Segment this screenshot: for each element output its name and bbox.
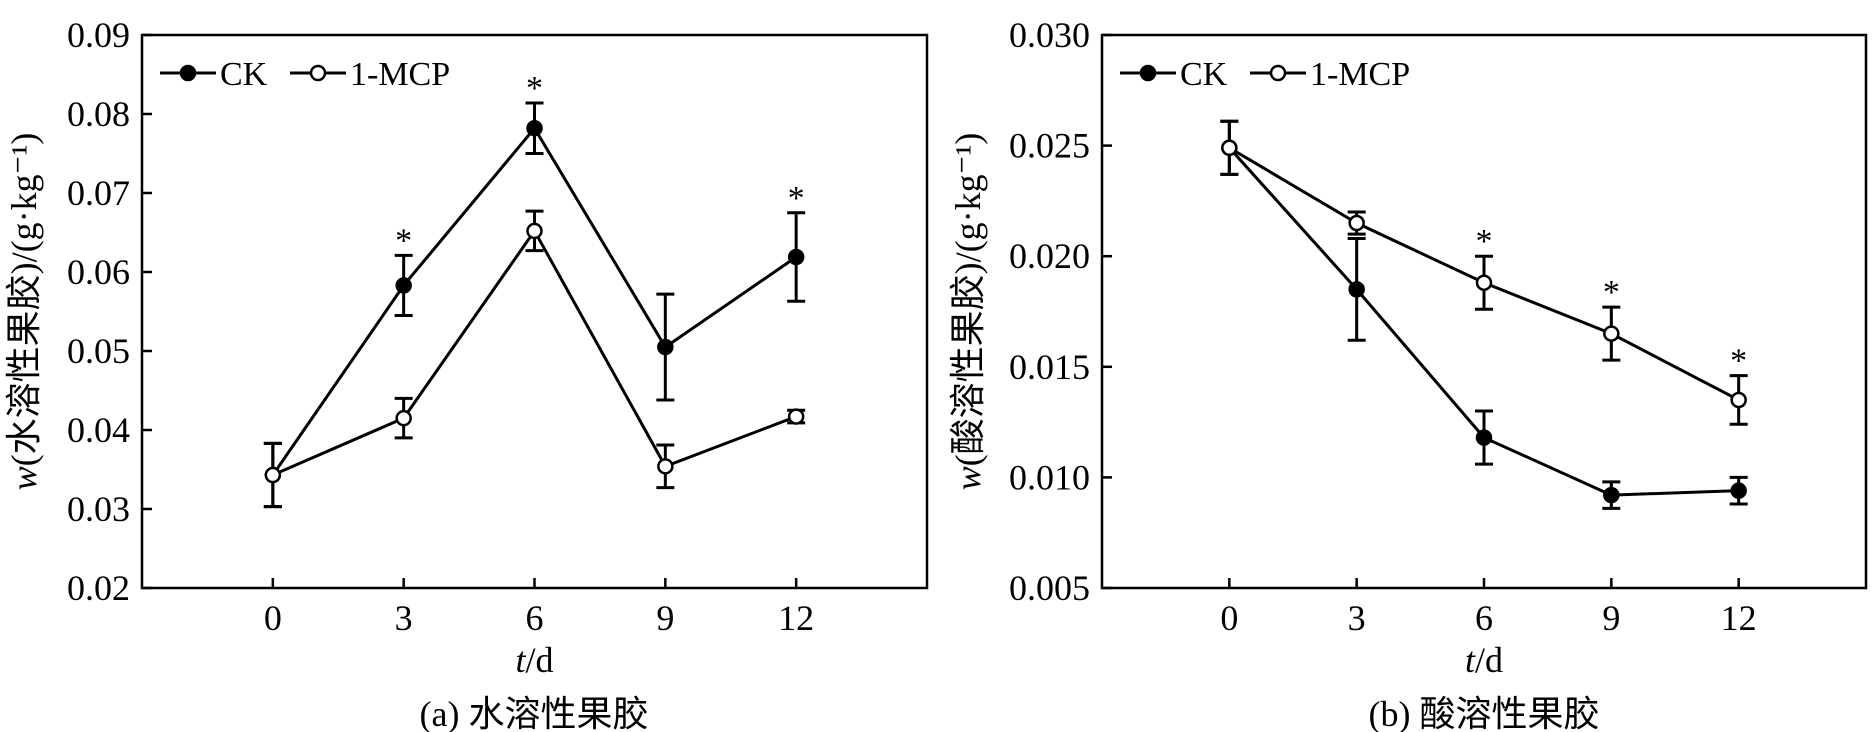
chart-b-y-axis-title: w(酸溶性果胶)/(g·kg⁻¹) (948, 133, 988, 491)
chart-a-series-ck-point (657, 338, 674, 356)
chart-a-series-1mcp-point (395, 409, 412, 427)
chart-b-significance-star: * (1476, 223, 1493, 260)
chart-b-caption: (b) 酸溶性果胶 (1369, 694, 1600, 732)
chart-b-series-ck-point (1348, 281, 1365, 298)
chart-a-xtick-label: 0 (264, 598, 282, 638)
chart-a-xtick-label: 9 (656, 598, 674, 638)
chart-a-series-ck-point (787, 248, 805, 266)
chart-a-legend-1mcp-label: 1-MCP (350, 56, 450, 93)
chart-b-legend: CK 1-MCP (1120, 56, 1410, 93)
chart-b-series-ck-point (1475, 429, 1493, 446)
chart-b-xtick-label: 3 (1348, 598, 1366, 638)
chart-b-xtick-label: 9 (1602, 598, 1620, 638)
chart-b-series-1mcp-point (1475, 274, 1493, 291)
chart-b-legend-ck-marker (1139, 64, 1157, 82)
chart-a-legend: CK 1-MCP (160, 56, 450, 93)
chart-a-series-1mcp-point (526, 222, 543, 240)
chart-a-ytick-label: 0.04 (67, 410, 130, 450)
chart-b-legend-1mcp-marker (1269, 64, 1287, 82)
chart-a-series-1mcp-point (264, 466, 282, 484)
chart-b-ytick-label: 0.005 (1009, 568, 1090, 608)
chart-b-xtick-label: 12 (1721, 598, 1757, 638)
chart-b-significance-star: * (1603, 274, 1620, 311)
chart-b: 0.005 0.010 0.015 0.020 0.025 0.030 0 3 6 9 12 t/d w… (948, 15, 1868, 732)
chart-a-series-ck-point (526, 119, 543, 137)
chart-b-series-1mcp (1220, 119, 1748, 426)
chart-b-ytick-label: 0.020 (1009, 236, 1090, 276)
chart-b-xtick-label: 0 (1220, 598, 1238, 638)
chart-a-legend-1mcp-marker (309, 64, 327, 82)
chart-a: 0.02 0.03 0.04 0.05 0.06 0.07 0.08 0.09 0 3 6 9 12 t/… (4, 15, 929, 732)
chart-b-series-1mcp-point (1348, 214, 1365, 232)
chart-a-ytick-label: 0.09 (67, 15, 130, 55)
chart-a-ytick-label: 0.02 (67, 568, 130, 608)
chart-a-ytick-label: 0.03 (67, 489, 130, 529)
chart-a-series-ck-point (395, 277, 412, 294)
chart-b-x-axis-title: t/d (1465, 640, 1503, 680)
chart-a-significance-star: * (788, 180, 805, 217)
chart-a-xtick-label: 6 (526, 598, 544, 638)
chart-a-ytick-label: 0.05 (67, 331, 130, 371)
chart-b-series-1mcp-point (1221, 139, 1238, 157)
chart-b-xtick-label: 6 (1475, 598, 1493, 638)
chart-a-legend-ck-marker (179, 64, 197, 82)
chart-a-caption: (a) 水溶性果胶 (420, 694, 649, 732)
chart-b-ytick-label: 0.025 (1009, 126, 1090, 166)
chart-b-plot-frame (1100, 33, 1868, 590)
chart-a-series-1mcp-line (272, 228, 797, 477)
chart-a-series-ck-line (271, 125, 798, 476)
chart-b-series-1mcp-point (1730, 391, 1747, 409)
chart-b-series-ck-point (1603, 486, 1620, 504)
chart-b-ytick-label: 0.030 (1009, 15, 1090, 55)
chart-b-series-ck (1220, 119, 1748, 510)
chart-a-ytick-label: 0.06 (67, 252, 130, 292)
chart-a-legend-ck-label: CK (220, 56, 268, 93)
chart-a-series-ck (263, 101, 806, 509)
chart-a-series-1mcp-point (657, 458, 674, 475)
chart-a-significance-star: * (395, 222, 412, 259)
chart-b-series-ck-point (1730, 482, 1747, 499)
chart-a-series-1mcp (263, 209, 806, 509)
chart-a-xtick-label: 12 (778, 598, 814, 638)
chart-a-x-axis-title: t/d (515, 640, 553, 680)
chart-b-legend-ck-label: CK (1180, 56, 1228, 93)
chart-a-significance-star: * (526, 70, 543, 107)
chart-b-ytick-label: 0.015 (1009, 347, 1090, 387)
chart-a-series-1mcp-point (787, 408, 805, 425)
chart-b-legend-1mcp-label: 1-MCP (1310, 56, 1410, 93)
chart-a-ytick-label: 0.08 (67, 94, 130, 134)
chart-b-ytick-label: 0.010 (1009, 457, 1090, 497)
chart-b-significance-star: * (1730, 343, 1747, 380)
chart-a-y-axis-title: w(水溶性果胶)/(g·kg⁻¹) (4, 133, 44, 491)
chart-a-xtick-label: 3 (395, 598, 413, 638)
chart-b-series-1mcp-point (1603, 325, 1620, 342)
chart-a-ytick-label: 0.07 (67, 173, 130, 213)
